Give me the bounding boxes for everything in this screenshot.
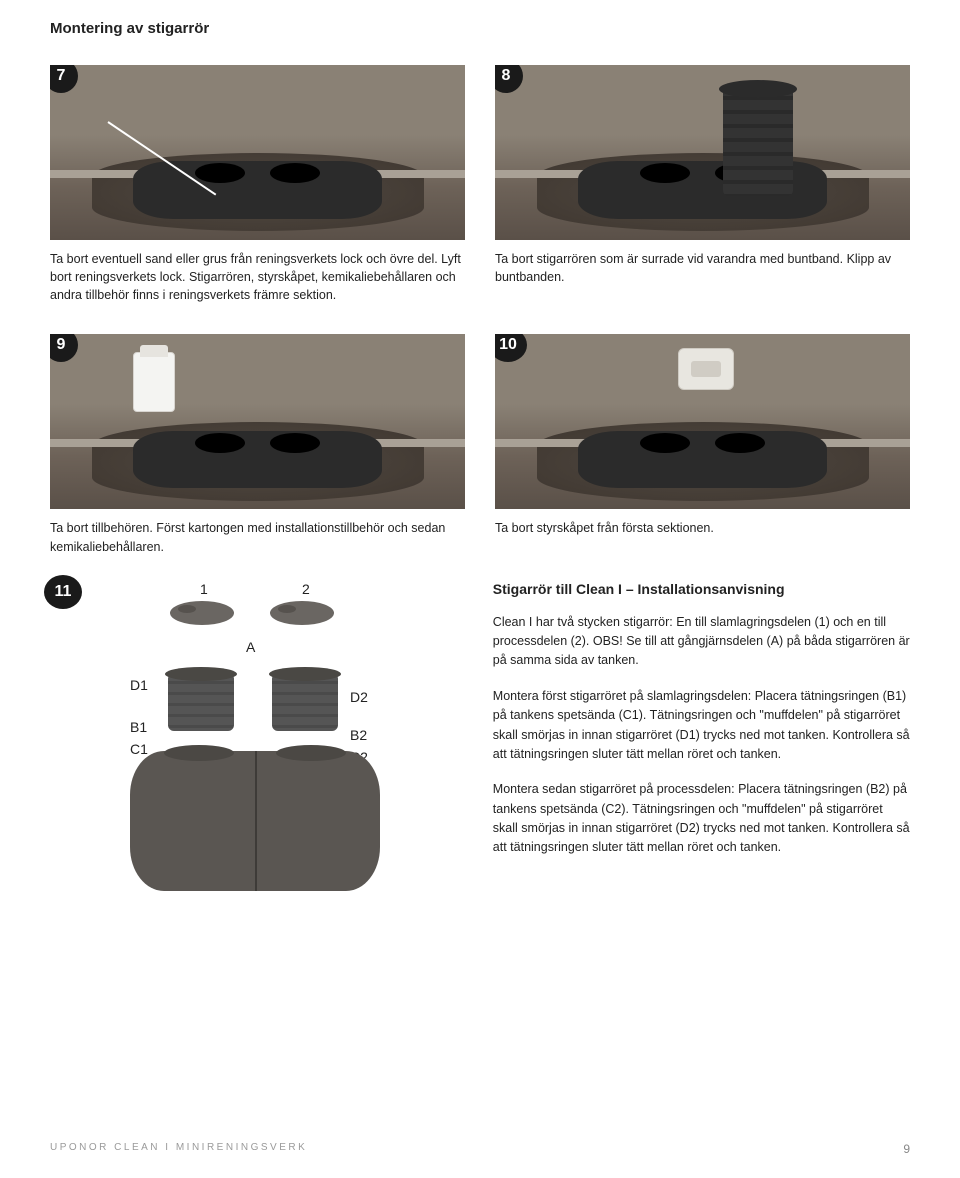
tank-seam <box>255 751 257 891</box>
diagram-label-A: A <box>246 639 255 655</box>
diagram-label-D2: D2 <box>350 689 368 705</box>
tank-body <box>133 431 382 489</box>
lid-1 <box>170 601 234 625</box>
page-footer: UPONOR CLEAN I MINIRENINGSVERK 9 <box>50 1142 910 1156</box>
step-9-badge: 9 <box>50 334 78 362</box>
step-9: 9 Ta bort tillbehören. Först kartongen m… <box>50 334 465 555</box>
step-9-figure: 9 <box>50 334 465 509</box>
row-steps-9-10: 9 Ta bort tillbehören. Först kartongen m… <box>50 334 910 555</box>
tank-body <box>578 431 827 489</box>
step-7-badge: 7 <box>50 65 78 93</box>
step-10-figure: 10 <box>495 334 910 509</box>
step-10: 10 Ta bort styrskåpet från första sektio… <box>495 334 910 555</box>
footer-page-number: 9 <box>903 1142 910 1156</box>
step-10-caption: Ta bort styrskåpet från första sektionen… <box>495 519 910 537</box>
tank-hole <box>270 433 320 453</box>
step-8-figure: 8 <box>495 65 910 240</box>
lid-2 <box>270 601 334 625</box>
accessory-box <box>133 352 175 412</box>
step-9-caption: Ta bort tillbehören. Först kartongen med… <box>50 519 465 555</box>
footer-doc-title: UPONOR CLEAN I MINIRENINGSVERK <box>50 1142 307 1156</box>
step-7-caption: Ta bort eventuell sand eller grus från r… <box>50 250 465 304</box>
step-7: 7 Ta bort eventuell sand eller grus från… <box>50 65 465 304</box>
page-title: Montering av stigarrör <box>50 20 910 37</box>
riser-D1 <box>168 673 234 731</box>
tank-hole <box>270 163 320 183</box>
diagram-label-1: 1 <box>200 581 208 597</box>
instructions-para-3: Montera sedan stigarröret på processdele… <box>493 780 910 858</box>
step-7-figure: 7 <box>50 65 465 240</box>
step-8: 8 Ta bort stigarrören som är surrade vid… <box>495 65 910 304</box>
tank-diagram <box>130 751 380 891</box>
diagram-label-D1: D1 <box>130 677 148 693</box>
diagram-label-B2: B2 <box>350 727 367 743</box>
riser-pipe <box>723 86 793 196</box>
riser-D2 <box>272 673 338 731</box>
tank-hole <box>195 163 245 183</box>
tank-body <box>133 161 382 219</box>
tank-hole <box>640 433 690 453</box>
instructions-para-2: Montera först stigarröret på slamlagring… <box>493 687 910 765</box>
step-11: 11 1 2 A D1 D2 B1 B2 C1 C2 <box>50 581 463 901</box>
instructions-column: Stigarrör till Clean I – Installationsan… <box>493 581 910 901</box>
step-10-badge: 10 <box>495 334 527 362</box>
diagram-label-2: 2 <box>302 581 310 597</box>
step-8-caption: Ta bort stigarrören som är surrade vid v… <box>495 250 910 286</box>
assembly-diagram: 11 1 2 A D1 D2 B1 B2 C1 C2 <box>50 581 463 901</box>
instructions-heading: Stigarrör till Clean I – Installationsan… <box>493 581 910 597</box>
diagram-label-B1: B1 <box>130 719 147 735</box>
step-8-badge: 8 <box>495 65 523 93</box>
step-11-badge: 11 <box>44 575 82 609</box>
tank-hole <box>195 433 245 453</box>
row-steps-7-8: 7 Ta bort eventuell sand eller grus från… <box>50 65 910 304</box>
tank-hole <box>640 163 690 183</box>
row-step-11: 11 1 2 A D1 D2 B1 B2 C1 C2 Stigarrör til… <box>50 581 910 901</box>
instructions-para-1: Clean I har två stycken stigarrör: En ti… <box>493 613 910 671</box>
diagram-label-C1: C1 <box>130 741 148 757</box>
tank-hole <box>715 433 765 453</box>
control-cabinet <box>678 348 734 390</box>
